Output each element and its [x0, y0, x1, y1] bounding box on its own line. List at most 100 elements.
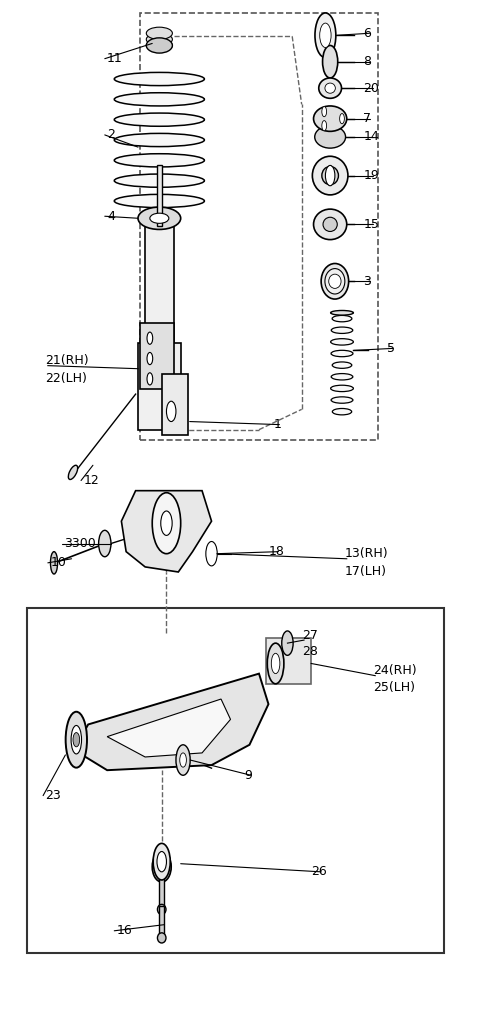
Ellipse shape: [150, 214, 169, 224]
Ellipse shape: [332, 316, 352, 322]
Text: 12: 12: [84, 474, 99, 487]
Circle shape: [157, 851, 167, 872]
Ellipse shape: [267, 643, 284, 684]
Ellipse shape: [325, 269, 345, 294]
Ellipse shape: [319, 78, 342, 98]
Circle shape: [320, 24, 331, 47]
Ellipse shape: [66, 711, 87, 768]
FancyBboxPatch shape: [159, 907, 164, 935]
Text: 17(LH): 17(LH): [344, 565, 386, 578]
FancyBboxPatch shape: [138, 343, 180, 429]
Circle shape: [206, 542, 217, 566]
Ellipse shape: [146, 34, 172, 45]
Ellipse shape: [138, 207, 180, 230]
Text: 11: 11: [107, 52, 123, 65]
Ellipse shape: [331, 311, 353, 315]
Circle shape: [180, 753, 186, 768]
Circle shape: [147, 332, 153, 344]
Text: 13(RH): 13(RH): [344, 547, 388, 560]
Ellipse shape: [271, 653, 280, 673]
Circle shape: [282, 631, 293, 655]
Circle shape: [315, 13, 336, 57]
Text: 26: 26: [311, 866, 327, 878]
Text: 2: 2: [107, 129, 115, 141]
Ellipse shape: [331, 351, 353, 357]
FancyBboxPatch shape: [159, 867, 164, 908]
Text: 7: 7: [363, 112, 372, 125]
Circle shape: [153, 843, 170, 880]
Circle shape: [322, 121, 326, 131]
Ellipse shape: [315, 126, 346, 148]
Text: 21(RH): 21(RH): [46, 354, 89, 367]
Text: 19: 19: [363, 169, 379, 182]
Ellipse shape: [71, 726, 82, 754]
Ellipse shape: [114, 153, 204, 167]
Circle shape: [323, 45, 338, 78]
Circle shape: [147, 373, 153, 385]
Text: 10: 10: [50, 556, 66, 569]
Ellipse shape: [323, 218, 337, 231]
Ellipse shape: [157, 904, 166, 915]
Circle shape: [73, 733, 80, 747]
Ellipse shape: [321, 264, 348, 299]
FancyBboxPatch shape: [162, 374, 188, 434]
Ellipse shape: [322, 167, 338, 185]
Polygon shape: [107, 699, 230, 757]
Ellipse shape: [331, 385, 353, 391]
Ellipse shape: [114, 134, 204, 146]
Ellipse shape: [114, 73, 204, 86]
Circle shape: [152, 493, 180, 554]
Ellipse shape: [114, 93, 204, 106]
Ellipse shape: [146, 38, 172, 53]
Polygon shape: [74, 673, 268, 771]
Text: 22(LH): 22(LH): [46, 372, 87, 385]
Circle shape: [340, 113, 344, 124]
Text: 25(LH): 25(LH): [373, 682, 415, 694]
FancyBboxPatch shape: [157, 166, 162, 227]
Text: 24(RH): 24(RH): [373, 664, 417, 678]
Ellipse shape: [157, 933, 166, 943]
Circle shape: [161, 511, 172, 536]
Circle shape: [98, 530, 111, 557]
Text: 16: 16: [117, 924, 132, 937]
Ellipse shape: [313, 106, 347, 132]
Text: 28: 28: [301, 645, 318, 658]
FancyBboxPatch shape: [26, 607, 444, 954]
Ellipse shape: [331, 338, 353, 345]
Text: 6: 6: [363, 27, 371, 40]
Ellipse shape: [50, 552, 58, 574]
Ellipse shape: [325, 83, 336, 93]
Text: 5: 5: [387, 342, 395, 355]
Ellipse shape: [114, 174, 204, 187]
Ellipse shape: [331, 397, 353, 404]
Ellipse shape: [331, 327, 353, 333]
Text: 1: 1: [273, 418, 281, 431]
Text: 4: 4: [107, 210, 115, 223]
Ellipse shape: [329, 274, 341, 288]
Circle shape: [176, 745, 190, 776]
Ellipse shape: [114, 194, 204, 207]
Text: 3: 3: [363, 275, 371, 288]
Ellipse shape: [152, 851, 171, 882]
Ellipse shape: [68, 465, 78, 479]
Ellipse shape: [331, 374, 353, 380]
Ellipse shape: [332, 362, 352, 368]
Ellipse shape: [114, 113, 204, 127]
Text: 15: 15: [363, 218, 379, 231]
Circle shape: [322, 106, 326, 117]
Text: 14: 14: [363, 131, 379, 143]
FancyBboxPatch shape: [266, 638, 311, 684]
Ellipse shape: [312, 156, 348, 195]
Ellipse shape: [332, 409, 352, 415]
Circle shape: [147, 353, 153, 365]
Text: 23: 23: [46, 789, 61, 802]
Text: 18: 18: [268, 545, 284, 558]
Ellipse shape: [313, 210, 347, 239]
Text: 9: 9: [245, 769, 252, 782]
Text: 8: 8: [363, 55, 372, 68]
Text: 3300: 3300: [64, 537, 96, 550]
Ellipse shape: [146, 40, 172, 51]
FancyBboxPatch shape: [140, 323, 174, 389]
Circle shape: [167, 402, 176, 421]
FancyBboxPatch shape: [145, 222, 174, 359]
